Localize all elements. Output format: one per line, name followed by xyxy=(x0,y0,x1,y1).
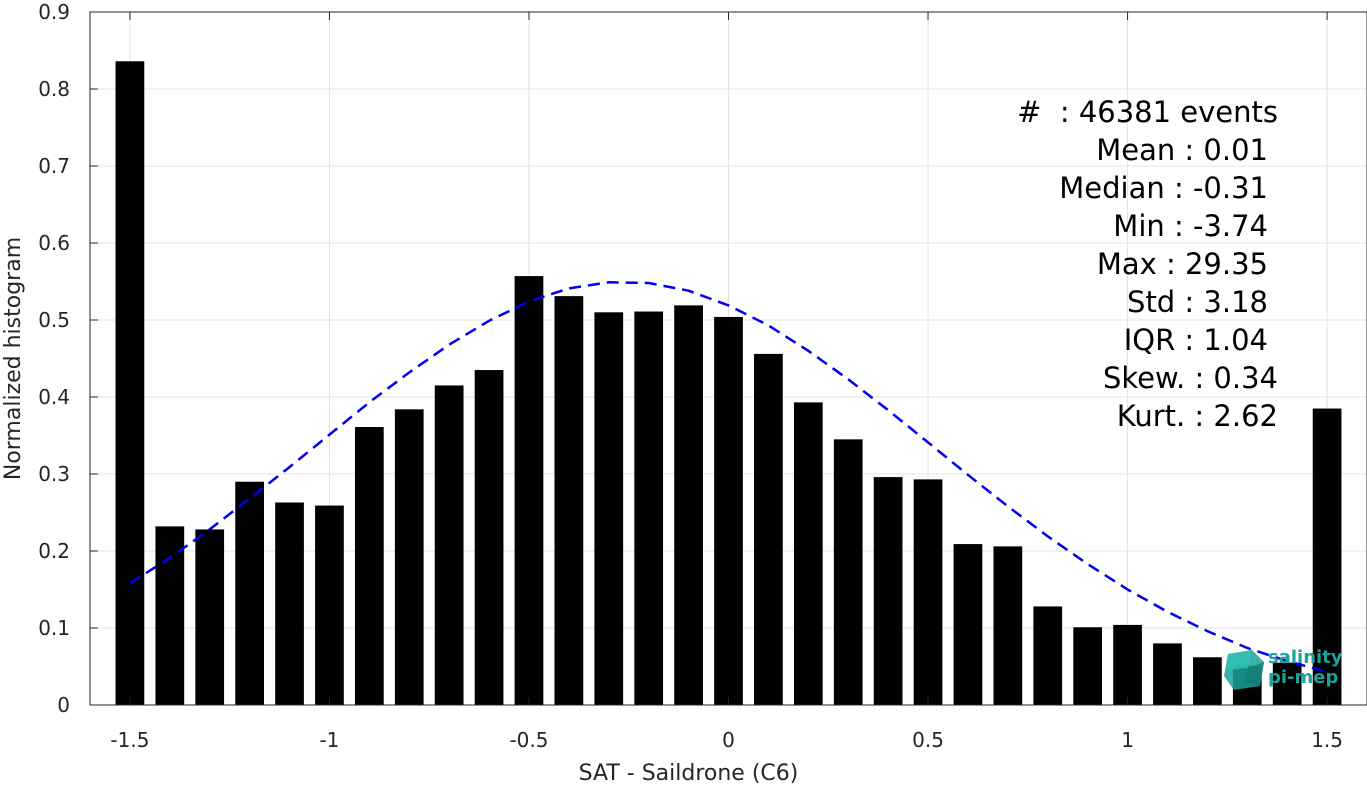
stat-iqr: IQR : 1.04 xyxy=(1123,323,1268,357)
logo-text-line1: salinity xyxy=(1268,647,1343,668)
histogram-bar xyxy=(714,316,743,705)
histogram-bar xyxy=(474,370,504,705)
x-tick-label: -1 xyxy=(319,728,339,752)
histogram-bar xyxy=(793,402,823,705)
y-tick-label: 0.9 xyxy=(38,0,70,24)
axis-ticks xyxy=(90,11,1328,706)
histogram-bar xyxy=(953,544,983,705)
y-tick-label: 0.8 xyxy=(38,77,70,101)
y-tick-label: 0.2 xyxy=(38,539,70,563)
y-tick-labels: 0 0.1 0.2 0.3 0.4 0.5 0.6 0.7 0.8 0.9 xyxy=(38,0,70,717)
histogram-bar xyxy=(1272,662,1302,705)
salinity-pimep-logo: salinity pi-mep xyxy=(1220,646,1350,694)
y-tick-label: 0.7 xyxy=(38,154,70,178)
stat-skew: Skew. : 0.34 xyxy=(1102,361,1278,395)
histogram-bar xyxy=(394,409,424,705)
stat-std: Std : 3.18 xyxy=(1127,285,1268,319)
y-axis-label: Normalized histogram xyxy=(1,237,26,480)
x-tick-label: 0 xyxy=(722,728,735,752)
histogram-bar xyxy=(554,296,584,705)
histogram-bar xyxy=(1193,657,1222,705)
statistics-panel: # : 46381 events Mean : 0.01 Median : -0… xyxy=(1017,93,1278,435)
histogram-bar xyxy=(833,439,863,705)
histogram-bar xyxy=(315,505,344,705)
y-tick-label: 0.1 xyxy=(38,616,70,640)
x-tick-labels: -1.5 -1 -0.5 0 0.5 1 1.5 xyxy=(110,728,1343,752)
x-axis-label: SAT - Saildrone (C6) xyxy=(579,761,799,785)
histogram-bar xyxy=(354,427,384,705)
histogram-bar xyxy=(634,311,664,705)
x-tick-label: -0.5 xyxy=(509,728,548,752)
stat-min: Min : -3.74 xyxy=(1113,209,1268,243)
histogram-bar xyxy=(993,546,1023,705)
x-tick-label: 0.5 xyxy=(912,728,944,752)
histogram-bar xyxy=(1113,624,1142,705)
histogram-bar xyxy=(514,276,544,705)
histogram-bar xyxy=(1153,643,1182,705)
cube-logo-icon xyxy=(1224,650,1264,690)
histogram-bar xyxy=(195,529,225,705)
histogram-bar xyxy=(913,479,943,705)
stat-max: Max : 29.35 xyxy=(1096,247,1268,281)
histogram-bar xyxy=(434,385,464,705)
y-tick-label: 0 xyxy=(57,693,70,717)
histogram-bar xyxy=(115,61,145,705)
y-tick-label: 0.4 xyxy=(38,385,70,409)
y-tick-label: 0.6 xyxy=(38,231,70,255)
stat-mean: Mean : 0.01 xyxy=(1096,133,1268,167)
histogram-bars xyxy=(115,61,1342,705)
x-tick-label: 1.5 xyxy=(1311,728,1343,752)
stat-kurt: Kurt. : 2.62 xyxy=(1116,399,1278,433)
histogram-bar xyxy=(674,305,703,705)
logo-text-line2: pi-mep xyxy=(1268,667,1339,688)
x-tick-label: -1.5 xyxy=(110,728,149,752)
histogram-bar xyxy=(873,477,903,705)
histogram-bar xyxy=(155,526,185,705)
y-tick-label: 0.3 xyxy=(38,462,70,486)
histogram-bar xyxy=(235,481,264,705)
histogram-bar xyxy=(754,353,783,705)
histogram-bar xyxy=(1033,606,1063,705)
histogram-bar xyxy=(1312,408,1342,705)
histogram-bar xyxy=(275,502,304,705)
histogram-bar xyxy=(1073,627,1103,705)
stat-events: # : 46381 events xyxy=(1017,95,1278,129)
gaussian-fit-curve xyxy=(129,281,1328,674)
y-tick-label: 0.5 xyxy=(38,308,70,332)
stat-median: Median : -0.31 xyxy=(1059,171,1268,205)
histogram-bar xyxy=(594,312,624,705)
x-tick-label: 1 xyxy=(1121,728,1134,752)
